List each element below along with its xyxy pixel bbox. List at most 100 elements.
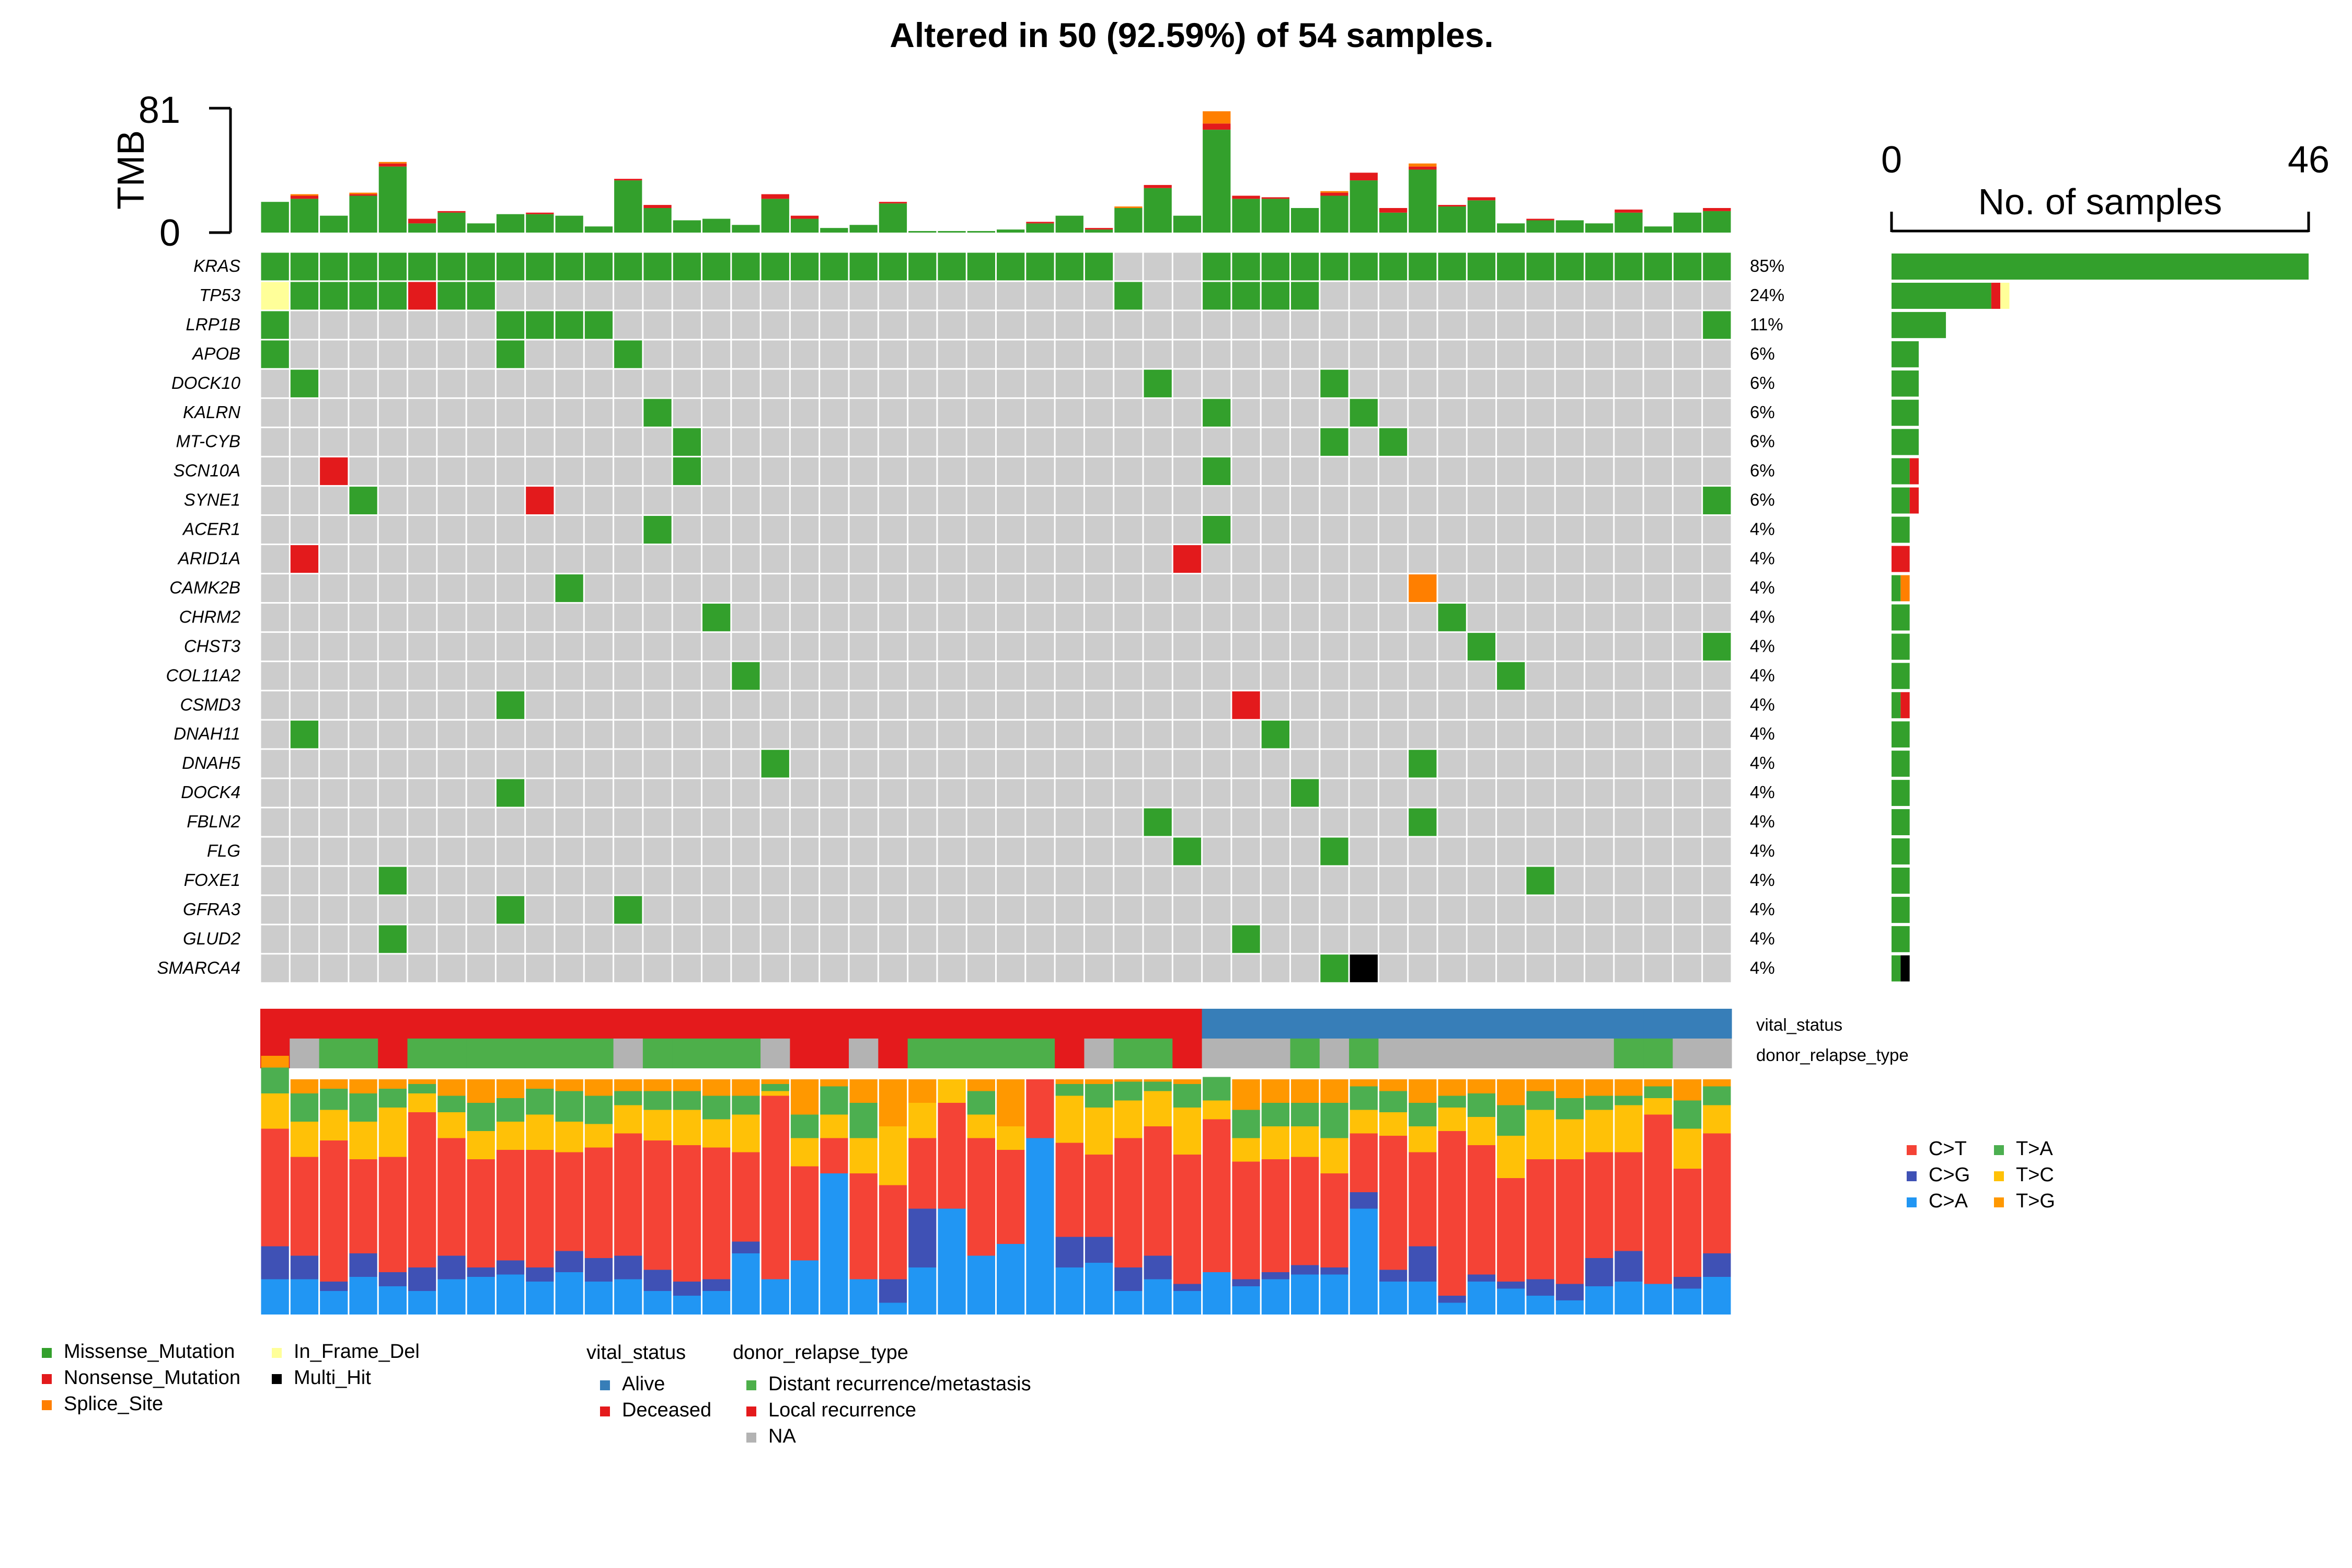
vital-status-cell (1584, 1009, 1615, 1039)
oncoprint-cell (1114, 252, 1143, 281)
oncoprint-cell (1232, 457, 1260, 486)
oncoprint-cell (496, 545, 525, 573)
oncoprint-cell (1261, 925, 1289, 953)
legend-swatch (1994, 1145, 2004, 1155)
oncoprint-cell (1379, 750, 1408, 778)
oncoprint-cell (526, 252, 554, 281)
titv-bar-segment (732, 1096, 760, 1115)
titv-bar-segment (702, 1119, 731, 1148)
oncoprint-cell (879, 662, 907, 690)
titv-bar-segment (349, 1093, 377, 1122)
oncoprint-cell (1703, 662, 1731, 690)
oncoprint-cell (790, 896, 819, 924)
relapse-type-cell (1555, 1039, 1585, 1068)
oncoprint-cell (1291, 457, 1319, 486)
oncoprint-cell (1291, 603, 1319, 631)
oncoprint-cell (1173, 837, 1202, 866)
titv-bar-segment (1585, 1079, 1613, 1096)
oncoprint-cell (849, 837, 878, 866)
titv-bar-segment (320, 1079, 348, 1089)
oncoprint-cell (290, 867, 319, 895)
titv-bar-segment (1703, 1133, 1731, 1253)
oncoprint-cell (1055, 837, 1083, 866)
oncoprint-cell (437, 925, 466, 953)
vital-status-cell (1113, 1009, 1144, 1039)
oncoprint-cell (614, 487, 642, 515)
oncoprint-cell (997, 750, 1025, 778)
oncoprint-cell (938, 252, 966, 281)
oncoprint-cell (349, 632, 377, 661)
tmb-axis-label: TMB (110, 130, 152, 210)
oncoprint-cell (849, 252, 878, 281)
oncoprint-cell (1350, 837, 1378, 866)
vital-status-cell (436, 1009, 467, 1039)
oncoprint-cell (967, 837, 995, 866)
relapse-type-cell (1525, 1039, 1555, 1068)
titv-bar-segment (1526, 1279, 1554, 1296)
vital-status-cell (348, 1009, 378, 1039)
oncoprint-cell (702, 867, 731, 895)
titv-bar-segment (938, 1103, 966, 1209)
oncoprint-cell (1467, 370, 1496, 398)
oncoprint-cell (1350, 428, 1378, 456)
oncoprint-cell (1703, 340, 1731, 368)
oncoprint-cell (908, 632, 937, 661)
oncoprint-cell (555, 252, 583, 281)
oncoprint-cell (555, 632, 583, 661)
oncoprint-cell (437, 691, 466, 719)
oncoprint-cell (879, 720, 907, 748)
oncoprint-cell (1085, 691, 1113, 719)
oncoprint-cell (908, 370, 937, 398)
oncoprint-cell (290, 603, 319, 631)
titv-bar-segment (1585, 1110, 1613, 1152)
oncoprint-cell (467, 691, 495, 719)
vital-status-cell (966, 1009, 997, 1039)
oncoprint-cell (496, 603, 525, 631)
oncoprint-cell (555, 574, 583, 602)
legend-label: C>A (1929, 1190, 1968, 1212)
oncoprint-cell (290, 574, 319, 602)
titv-bar-segment (1203, 1077, 1231, 1101)
oncoprint-cell (1409, 808, 1437, 836)
titv-bar-segment (437, 1279, 466, 1315)
titv-bar-segment (1055, 1084, 1083, 1096)
oncoprint-cell (1055, 370, 1083, 398)
titv-bar-segment (820, 1079, 848, 1087)
oncoprint-cell (732, 720, 760, 748)
tmb-bar-segment (349, 192, 377, 194)
oncoprint-cell (1409, 252, 1437, 281)
oncoprint-cell (584, 252, 613, 281)
titv-bar-segment (555, 1272, 583, 1315)
oncoprint-cell (1173, 487, 1202, 515)
vital-status-cell (407, 1009, 437, 1039)
oncoprint-cell (938, 457, 966, 486)
titv-bar-segment (1203, 1272, 1231, 1315)
oncoprint-cell (997, 808, 1025, 836)
relapse-type-cell (1231, 1039, 1261, 1068)
oncoprint-cell (1615, 457, 1643, 486)
oncoprint-cell (290, 545, 319, 573)
oncoprint-cell (1673, 720, 1702, 748)
oncoprint-cell (908, 691, 937, 719)
oncoprint-cell (1379, 370, 1408, 398)
oncoprint-cell (1615, 428, 1643, 456)
oncoprint-cell (908, 399, 937, 427)
oncoprint-cell (555, 691, 583, 719)
oncoprint-cell (1085, 632, 1113, 661)
gene-bar-segment (1892, 312, 1946, 338)
oncoprint-cell (437, 340, 466, 368)
tmb-bar-segment (349, 194, 377, 196)
titv-bar-segment (1350, 1192, 1378, 1209)
gene-bar-segment (1892, 487, 1910, 514)
oncoprint-cell (1555, 370, 1584, 398)
oncoprint-cell (790, 574, 819, 602)
oncoprint-cell (378, 632, 407, 661)
oncoprint-cell (967, 370, 995, 398)
oncoprint-cell (967, 720, 995, 748)
oncoprint-cell (1203, 282, 1231, 310)
oncoprint-cell (732, 399, 760, 427)
oncoprint-cell (908, 662, 937, 690)
vital-status-cell (1319, 1009, 1350, 1039)
oncoprint-cell (732, 340, 760, 368)
oncoprint-cell (349, 603, 377, 631)
